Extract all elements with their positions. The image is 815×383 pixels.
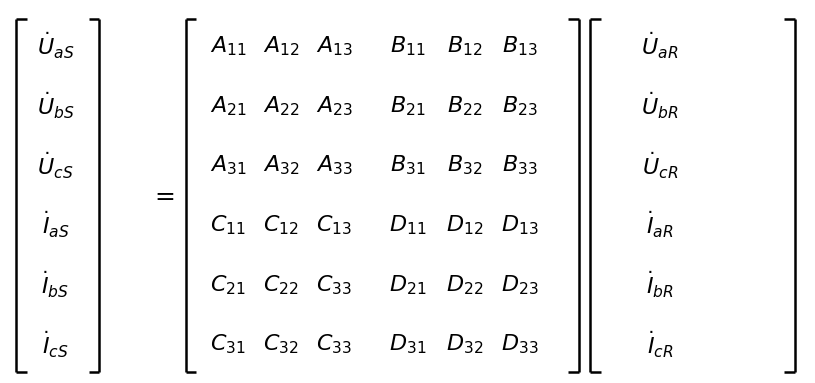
Text: $B_{22}$: $B_{22}$ (447, 94, 482, 118)
Text: $A_{13}$: $A_{13}$ (315, 34, 353, 58)
Text: $D_{13}$: $D_{13}$ (501, 213, 539, 237)
Text: $D_{32}$: $D_{32}$ (446, 333, 483, 357)
Text: $B_{21}$: $B_{21}$ (390, 94, 425, 118)
Text: $B_{11}$: $B_{11}$ (390, 34, 425, 58)
Text: $A_{31}$: $A_{31}$ (209, 154, 247, 177)
Text: $\dot{I}_{aS}$: $\dot{I}_{aS}$ (42, 210, 69, 241)
Text: $A_{11}$: $A_{11}$ (209, 34, 247, 58)
Text: $B_{13}$: $B_{13}$ (502, 34, 538, 58)
Text: $\dot{U}_{cS}$: $\dot{U}_{cS}$ (37, 150, 73, 181)
Text: $\dot{U}_{aR}$: $\dot{U}_{aR}$ (641, 31, 679, 61)
Text: $C_{33}$: $C_{33}$ (316, 273, 352, 297)
Text: $D_{22}$: $D_{22}$ (446, 273, 483, 297)
Text: $B_{33}$: $B_{33}$ (502, 154, 538, 177)
Text: $A_{22}$: $A_{22}$ (263, 94, 299, 118)
Text: $D_{33}$: $D_{33}$ (501, 333, 539, 357)
Text: $\dot{I}_{bR}$: $\dot{I}_{bR}$ (646, 270, 674, 300)
Text: $A_{33}$: $A_{33}$ (315, 154, 353, 177)
Text: $C_{32}$: $C_{32}$ (263, 333, 299, 357)
Text: $\dot{U}_{cR}$: $\dot{U}_{cR}$ (642, 150, 678, 181)
Text: $A_{23}$: $A_{23}$ (315, 94, 353, 118)
Text: $C_{33}$: $C_{33}$ (316, 333, 352, 357)
Text: $\dot{U}_{aS}$: $\dot{U}_{aS}$ (37, 31, 74, 61)
Text: $\dot{I}_{aR}$: $\dot{I}_{aR}$ (646, 210, 674, 241)
Text: $C_{13}$: $C_{13}$ (316, 213, 352, 237)
Text: $A_{32}$: $A_{32}$ (263, 154, 299, 177)
Text: $\dot{I}_{cR}$: $\dot{I}_{cR}$ (647, 329, 673, 360)
Text: $\dot{I}_{cS}$: $\dot{I}_{cS}$ (42, 329, 68, 360)
Text: $A_{12}$: $A_{12}$ (263, 34, 299, 58)
Text: $D_{12}$: $D_{12}$ (446, 213, 483, 237)
Text: $C_{22}$: $C_{22}$ (263, 273, 299, 297)
Text: $B_{31}$: $B_{31}$ (390, 154, 425, 177)
Text: $C_{21}$: $C_{21}$ (210, 273, 246, 297)
Text: $=$: $=$ (151, 184, 175, 207)
Text: $\dot{U}_{bR}$: $\dot{U}_{bR}$ (641, 90, 679, 121)
Text: $D_{23}$: $D_{23}$ (501, 273, 539, 297)
Text: $\dot{U}_{bS}$: $\dot{U}_{bS}$ (37, 90, 74, 121)
Text: $D_{31}$: $D_{31}$ (389, 333, 426, 357)
Text: $D_{11}$: $D_{11}$ (389, 213, 426, 237)
Text: $C_{12}$: $C_{12}$ (263, 213, 299, 237)
Text: $B_{12}$: $B_{12}$ (447, 34, 482, 58)
Text: $B_{23}$: $B_{23}$ (502, 94, 538, 118)
Text: $B_{32}$: $B_{32}$ (447, 154, 482, 177)
Text: $\dot{I}_{bS}$: $\dot{I}_{bS}$ (42, 270, 69, 300)
Text: $C_{31}$: $C_{31}$ (210, 333, 246, 357)
Text: $D_{21}$: $D_{21}$ (389, 273, 426, 297)
Text: $A_{21}$: $A_{21}$ (209, 94, 247, 118)
Text: $C_{11}$: $C_{11}$ (210, 213, 246, 237)
